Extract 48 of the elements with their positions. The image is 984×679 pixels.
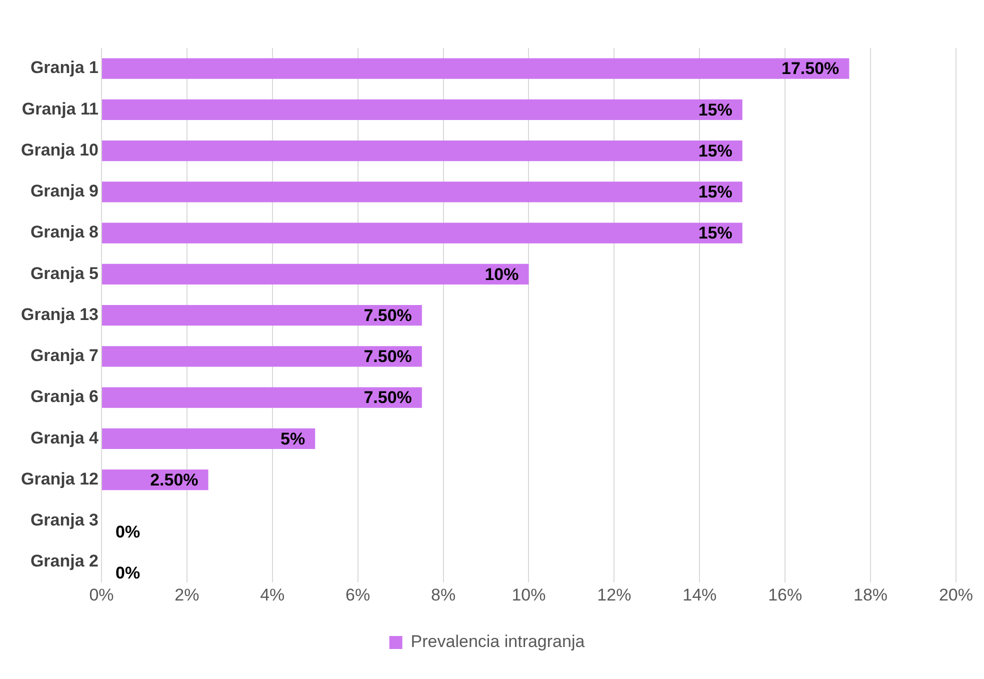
x-tick-label: 2% — [174, 585, 200, 604]
bar — [102, 58, 850, 79]
x-tick-label: 4% — [260, 585, 285, 604]
data-label: 2.50% — [150, 470, 198, 490]
y-tick-label: Granja 10 — [20, 140, 98, 160]
y-tick-label: Granja 13 — [20, 304, 98, 324]
y-tick-label: Granja 2 — [30, 552, 98, 571]
data-label: 15% — [698, 100, 732, 120]
data-label: 7.50% — [364, 347, 412, 366]
bar — [102, 182, 742, 202]
x-tick-label: 20% — [938, 585, 974, 604]
bar — [102, 346, 422, 367]
bar — [102, 99, 742, 120]
y-tick-label: Granja 5 — [30, 264, 98, 283]
bar — [102, 387, 422, 408]
bar — [102, 305, 422, 326]
data-label: 5% — [280, 429, 306, 448]
x-tick-label: 6% — [346, 585, 370, 604]
x-tick-label: 12% — [597, 585, 632, 604]
bar — [102, 140, 742, 162]
x-tick-label: 0% — [89, 585, 114, 604]
data-label: 0% — [115, 522, 140, 542]
data-label: 15% — [698, 141, 732, 160]
bar — [102, 222, 742, 244]
x-tick-label: 14% — [682, 585, 717, 604]
y-tick-label: Granja 4 — [30, 428, 100, 448]
bar — [102, 264, 529, 284]
legend-label: Prevalencia intragranja — [410, 632, 586, 652]
data-label: 17.50% — [782, 59, 840, 78]
y-tick-label: Granja 6 — [30, 387, 98, 406]
data-label: 10% — [484, 264, 519, 284]
y-tick-label: Granja 9 — [30, 182, 98, 201]
data-label: 7.50% — [364, 306, 412, 325]
data-label: 7.50% — [364, 388, 412, 408]
y-tick-label: Granja 1 — [30, 58, 98, 78]
y-tick-label: Granja 3 — [30, 510, 98, 530]
bar — [102, 428, 316, 449]
y-tick-label: Granja 11 — [22, 99, 98, 118]
data-label: 0% — [115, 564, 140, 583]
x-tick-label: 18% — [854, 585, 888, 604]
data-label: 15% — [698, 224, 732, 243]
data-label: 15% — [698, 182, 732, 202]
y-tick-label: Granja 8 — [30, 222, 98, 242]
x-tick-label: 8% — [431, 585, 456, 604]
y-tick-label: Granja 12 — [20, 469, 98, 488]
y-tick-label: Granja 7 — [30, 346, 98, 366]
x-tick-label: 10% — [512, 585, 546, 604]
x-tick-label: 16% — [768, 585, 802, 604]
